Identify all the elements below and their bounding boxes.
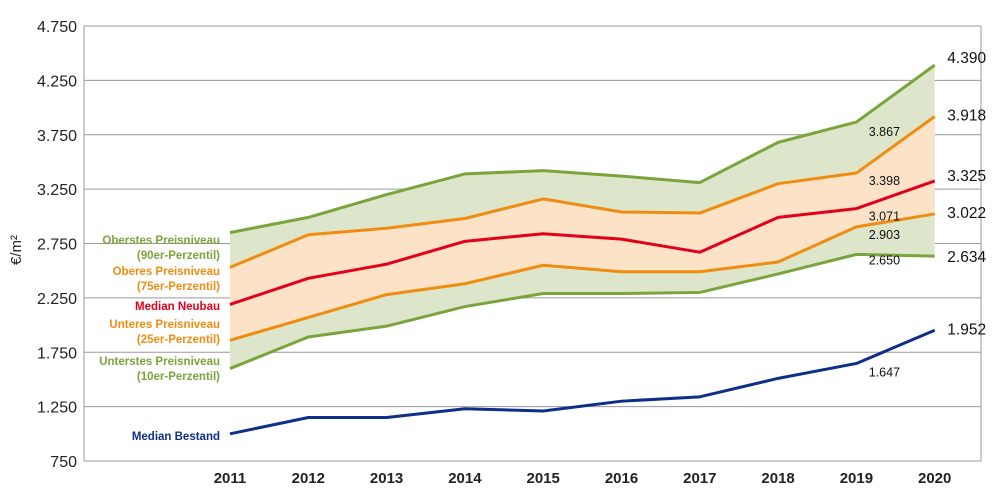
y-tick-3-250: 3.250 [37,182,77,199]
legend: Oberstes Preisniveau (90er-Perzentil) Ober… [99,235,220,443]
y-tick-2-750: 2.750 [37,237,77,254]
legend-p90: Oberstes Preisniveau (90er-Perzentil) [102,235,220,262]
x-tick-2013: 2013 [370,470,403,487]
y-tick-4-750: 4.750 [37,19,77,36]
y-tick-1-750: 1.750 [37,345,77,362]
series-line-p75 [229,115,936,269]
x-tick-2016: 2016 [605,470,638,487]
value-label-p90-2020: 4.390 [947,50,986,67]
legend-median-bestand: Median Bestand [132,431,220,443]
band-p75-p25 [230,116,935,341]
value-label-p25-2019: 2.903 [869,228,900,242]
value-label-median-bestand-2019: 1.647 [869,365,900,379]
value-label-p25-2020: 3.022 [947,205,986,222]
value-labels: 3.867 4.390 3.398 3.918 3.071 3.325 2.903 3.022… [869,50,987,379]
value-label-median-bestand-2020: 1.952 [947,321,986,338]
series-line-median-bestand [229,328,936,436]
x-tick-labels: 2011 2012 2013 2014 2015 2016 2017 2018 2019 2020 [214,470,952,487]
legend-p25: Unteres Preisniveau (25er-Perzentil) [109,319,220,346]
series-line-median-neubau [229,179,936,306]
legend-p75: Oberes Preisniveau (75er-Perzentil) [113,266,221,293]
value-label-p10-2019: 2.650 [869,253,900,267]
y-tick-750: 750 [50,454,77,471]
value-label-p90-2019: 3.867 [869,125,900,139]
x-tick-2012: 2012 [292,470,325,487]
series-line-p10 [229,252,935,370]
x-tick-2011: 2011 [214,470,247,487]
x-tick-2020: 2020 [918,470,951,487]
x-tick-2017: 2017 [683,470,716,487]
y-tick-3-750: 3.750 [37,128,77,145]
series-line-p90 [229,63,936,235]
series-line-p25 [229,212,935,342]
x-tick-2015: 2015 [527,470,560,487]
y-tick-1-250: 1.250 [37,400,77,417]
x-tick-2014: 2014 [448,470,482,487]
legend-p10: Unterstes Preisniveau (10er-Perzentil) [99,356,220,383]
legend-median-neubau: Median Neubau [135,301,220,313]
value-label-p10-2020: 2.634 [947,249,986,266]
value-label-median-neubau-2020: 3.325 [947,168,986,185]
series-lines [229,63,936,436]
x-tick-2019: 2019 [840,470,873,487]
value-label-median-neubau-2019: 3.071 [869,210,900,224]
y-tick-labels: 4.750 4.250 3.750 3.250 2.750 2.250 1.750 1.250… [37,19,77,471]
shaded-bands [230,65,935,369]
axes [83,26,982,461]
y-axis-label: €/m² [8,235,25,265]
value-label-p75-2020: 3.918 [947,107,986,124]
x-tick-2018: 2018 [761,470,794,487]
y-tick-2-250: 2.250 [37,291,77,308]
y-tick-4-250: 4.250 [37,73,77,90]
value-label-p75-2019: 3.398 [869,174,900,188]
